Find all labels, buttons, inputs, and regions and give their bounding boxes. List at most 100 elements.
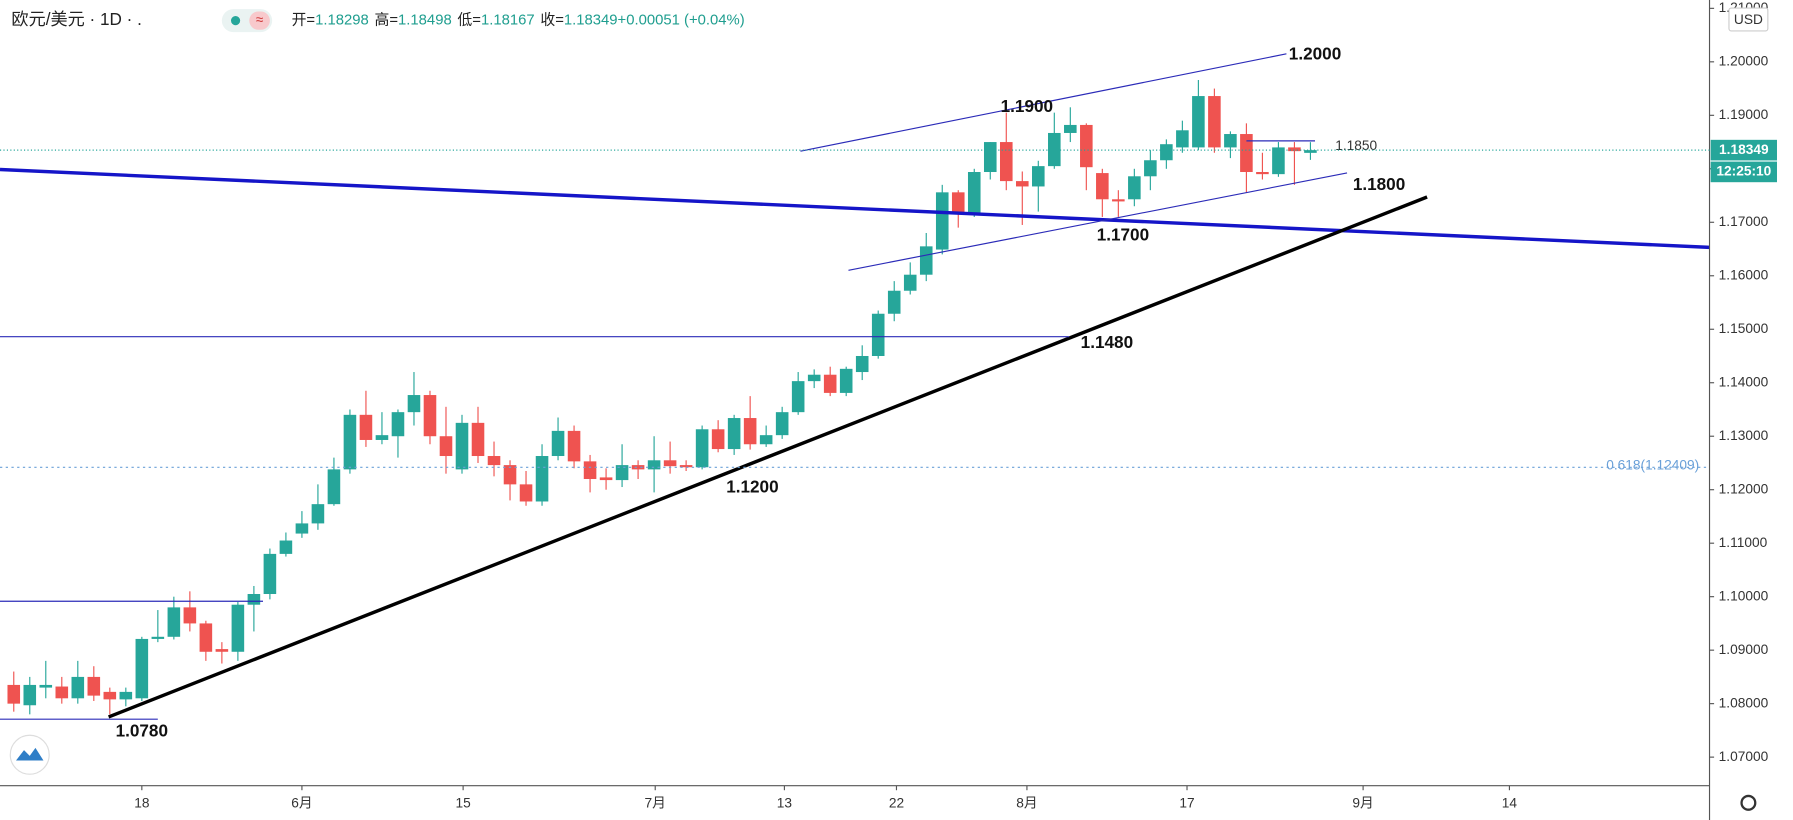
candle-body [631, 465, 645, 470]
candle-body [951, 192, 965, 214]
countdown-box [1710, 161, 1777, 183]
candle-body [743, 418, 757, 445]
candle-body [1048, 132, 1061, 167]
countdown: 12:25:10 [1716, 164, 1771, 179]
candle-body [903, 274, 917, 291]
channel-line [848, 172, 1348, 271]
y-tick-label: 1.19000 [1719, 107, 1769, 122]
annotation: 1.1480 [1081, 332, 1133, 352]
header-label: 高= [375, 12, 399, 29]
annotation: 1.1700 [1097, 224, 1149, 244]
candle-body [1112, 199, 1125, 202]
y-tick-label: 1.20000 [1719, 53, 1769, 68]
toggle-icon[interactable] [249, 11, 270, 30]
logo-icon [16, 747, 44, 761]
candle-body [711, 429, 725, 450]
candle-body [1144, 160, 1157, 177]
y-tick-label: 1.08000 [1719, 695, 1769, 710]
candle-body [167, 607, 181, 637]
candle-body [839, 368, 853, 393]
settings[interactable] [1740, 794, 1757, 811]
y-tick-label: 1.14000 [1719, 374, 1769, 389]
currency: USD [1734, 12, 1763, 27]
ohlc-header: 开=1.18298 高=1.18498 低=1.18167 收=1.18349+0.0… [292, 12, 745, 29]
candle-body [775, 412, 789, 436]
status-dot [230, 16, 241, 26]
x-tick-label: 9月 [1352, 796, 1373, 811]
candle-body [71, 676, 85, 699]
candle-body [647, 460, 661, 470]
candle-body [1128, 176, 1141, 200]
header-value: 1.18349 [564, 13, 618, 29]
candle-body [407, 395, 421, 413]
candle-body [87, 676, 101, 696]
candle-body [55, 686, 69, 699]
candle-body [1064, 124, 1077, 133]
logo[interactable] [9, 734, 50, 775]
trend-line [0, 167, 1710, 250]
last-price-box [1710, 139, 1777, 161]
y-tick-label: 1.07000 [1719, 749, 1769, 764]
drawings [0, 53, 1710, 720]
candle-body [807, 374, 821, 382]
candle-body [935, 192, 949, 250]
annotation: 1.1200 [726, 476, 778, 496]
annotation: 0.618(1.12409) [1606, 458, 1699, 473]
candle-body [471, 422, 485, 457]
header-label: 低= [457, 12, 481, 29]
candle-body [423, 395, 437, 437]
y-tick-label: 1.13000 [1719, 428, 1769, 443]
candle-body [1032, 166, 1045, 187]
candle-body [247, 594, 261, 605]
x-tick-label: 14 [1502, 796, 1518, 811]
candle-body [983, 142, 997, 173]
candle-body [39, 684, 53, 688]
annotation: 1.1900 [1001, 96, 1053, 116]
annotation: 1.1850 [1335, 138, 1377, 153]
candle-body [583, 461, 597, 480]
candle-body [679, 465, 693, 468]
candle-body [551, 430, 565, 457]
annotation: 1.2000 [1289, 43, 1341, 63]
candle-body [1256, 172, 1269, 175]
symbol: 欧元/美元 · 1D · . [11, 9, 141, 29]
candle-body [615, 465, 629, 481]
candle-body [855, 355, 869, 373]
x-tick-label: 13 [777, 796, 793, 811]
candle-body [1240, 134, 1253, 173]
x-tick-label: 18 [134, 796, 150, 811]
candle-body [1224, 134, 1237, 148]
candle-body [1015, 181, 1029, 187]
channel-line [800, 53, 1287, 152]
header-value: +0.00051 (+0.04%) [618, 13, 745, 29]
candle-body [1176, 130, 1189, 148]
candle-body [919, 246, 933, 275]
candle-body [599, 477, 613, 481]
candle-body [967, 172, 981, 214]
axes: 1.07000 1.08000 1.09000 1.10000 1.11000 1.120… [134, 0, 1768, 811]
y-tick-label: 1.15000 [1719, 321, 1769, 336]
candle-body [727, 418, 741, 450]
candle-body [103, 691, 117, 700]
candle-body [1096, 173, 1109, 200]
candle-body [695, 429, 709, 468]
candle-body [343, 414, 357, 470]
annotation: 1.0780 [116, 720, 168, 740]
candle-body [535, 456, 549, 502]
y-tick-label: 1.12000 [1719, 481, 1769, 496]
candle-body [231, 604, 245, 652]
candle-body [759, 435, 773, 445]
candle-body [791, 381, 805, 413]
header-value: 1.18167 [481, 13, 535, 29]
candle-body [183, 607, 197, 624]
candle-body [439, 436, 453, 457]
y-tick-label: 1.09000 [1719, 642, 1769, 657]
candle-body [455, 422, 469, 470]
currency-box [1728, 7, 1769, 32]
x-tick-label: 6月 [291, 796, 312, 811]
y-tick-label: 1.11000 [1719, 535, 1768, 550]
candle-body [327, 469, 341, 505]
candle-body [151, 636, 165, 639]
candle-body [1080, 124, 1093, 168]
